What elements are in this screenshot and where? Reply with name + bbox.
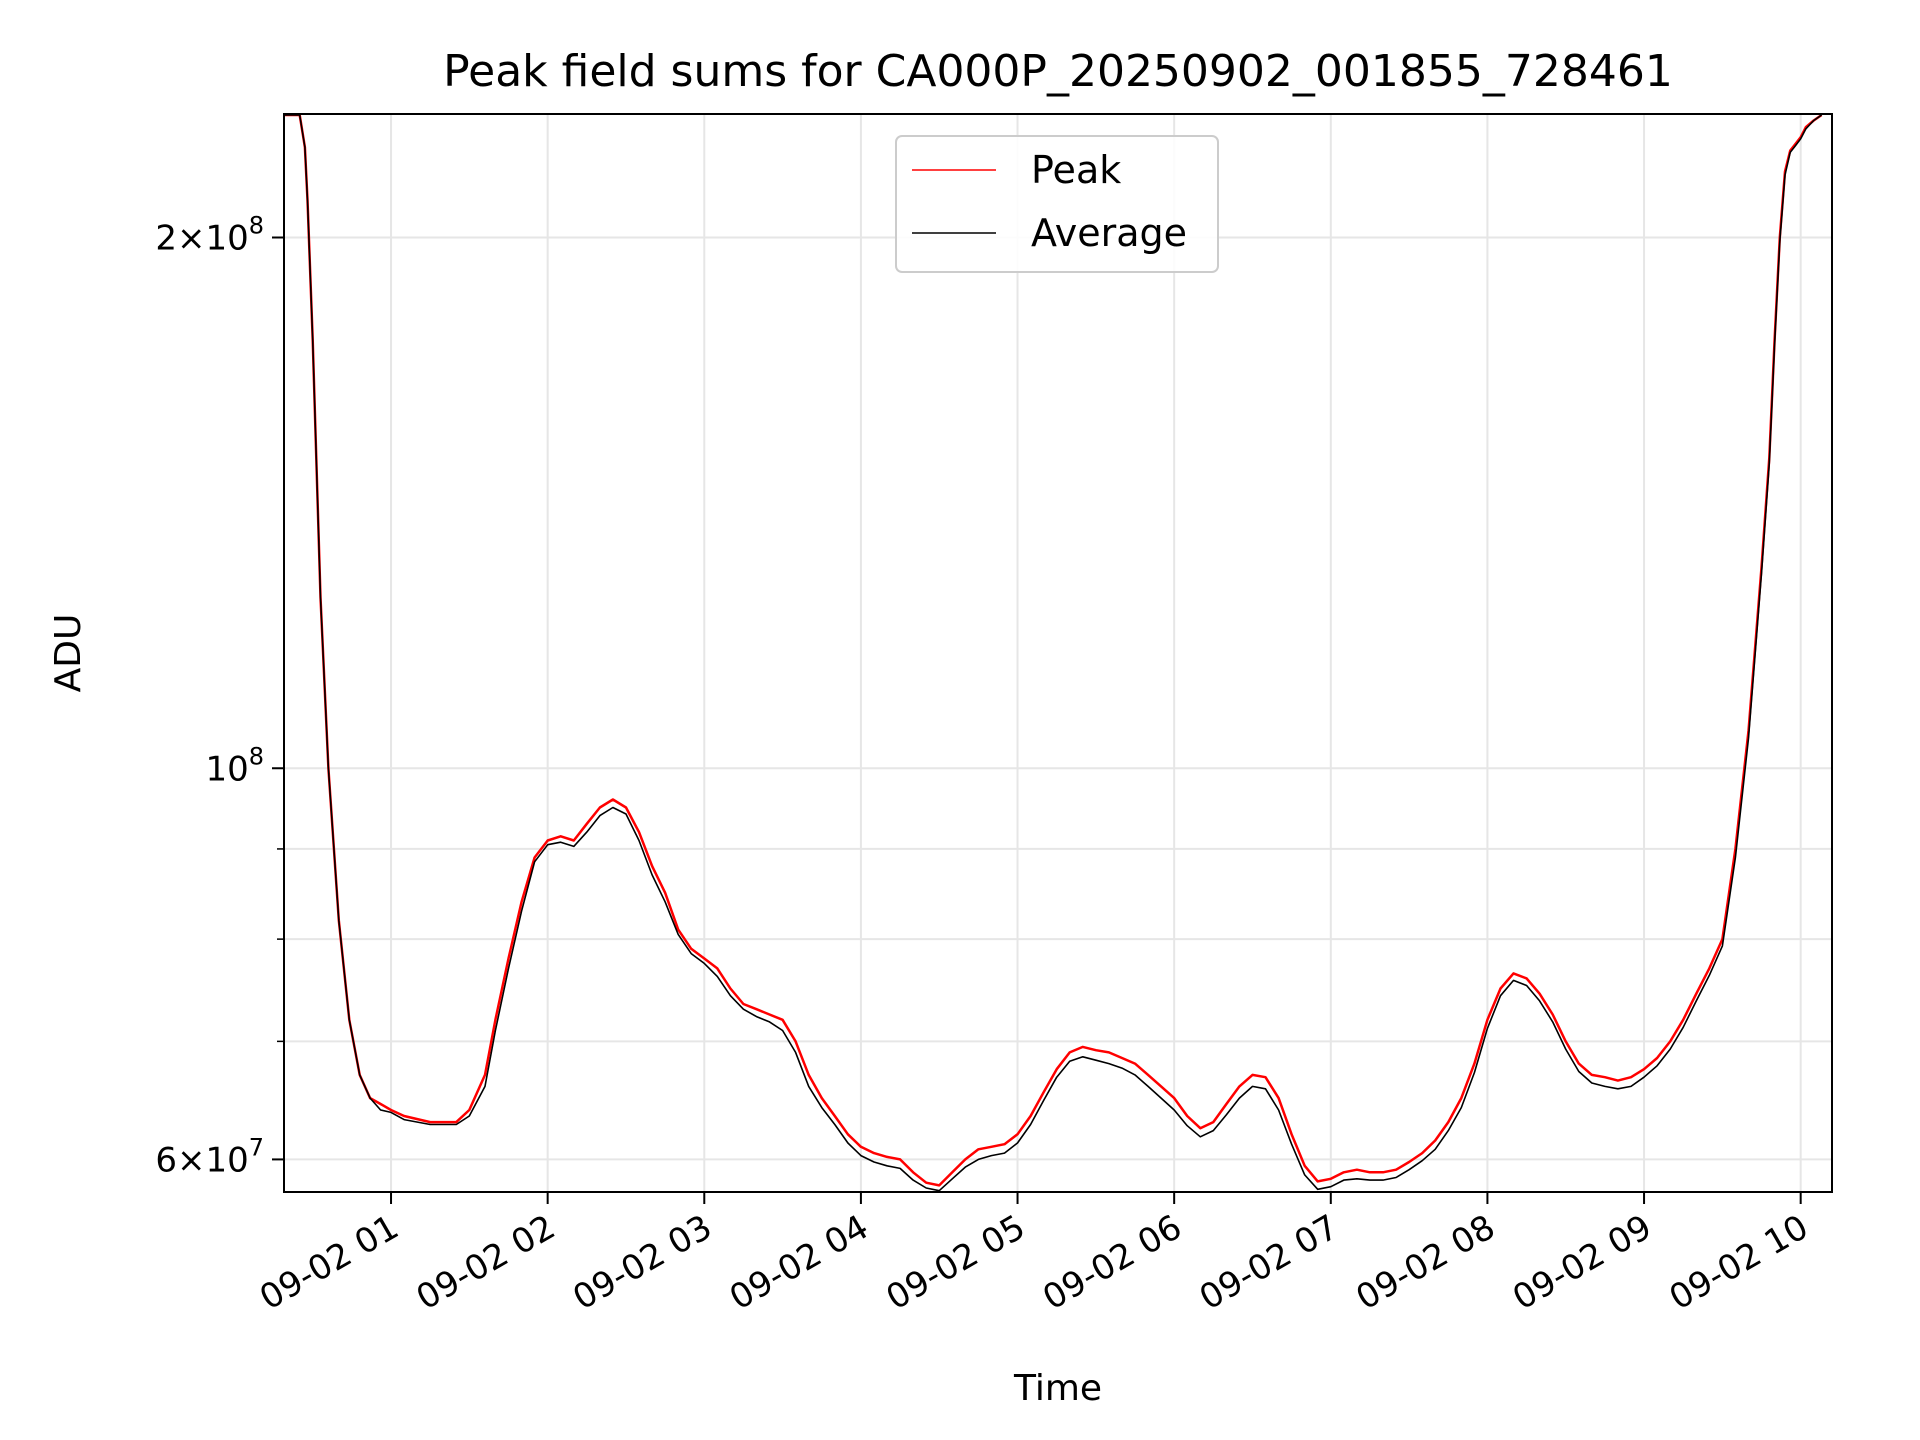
y-tick-label: 6×107: [155, 1133, 264, 1180]
series-line-peak: [284, 113, 1823, 1187]
y-tick-label: 2×108: [155, 211, 264, 258]
legend: Peak Average: [895, 135, 1219, 273]
x-axis-title: Time: [1013, 1368, 1102, 1409]
legend-label-peak: Peak: [1031, 148, 1121, 192]
chart-title: Peak field sums for CA000P_20250902_0018…: [443, 46, 1673, 97]
y-tick-label: 108: [205, 742, 264, 789]
y-axis-title: ADU: [48, 614, 89, 693]
legend-label-average: Average: [1031, 211, 1187, 255]
series-layer: [284, 113, 1823, 1192]
plot-frame: [283, 113, 1833, 1193]
series-line-average: [284, 114, 1823, 1192]
